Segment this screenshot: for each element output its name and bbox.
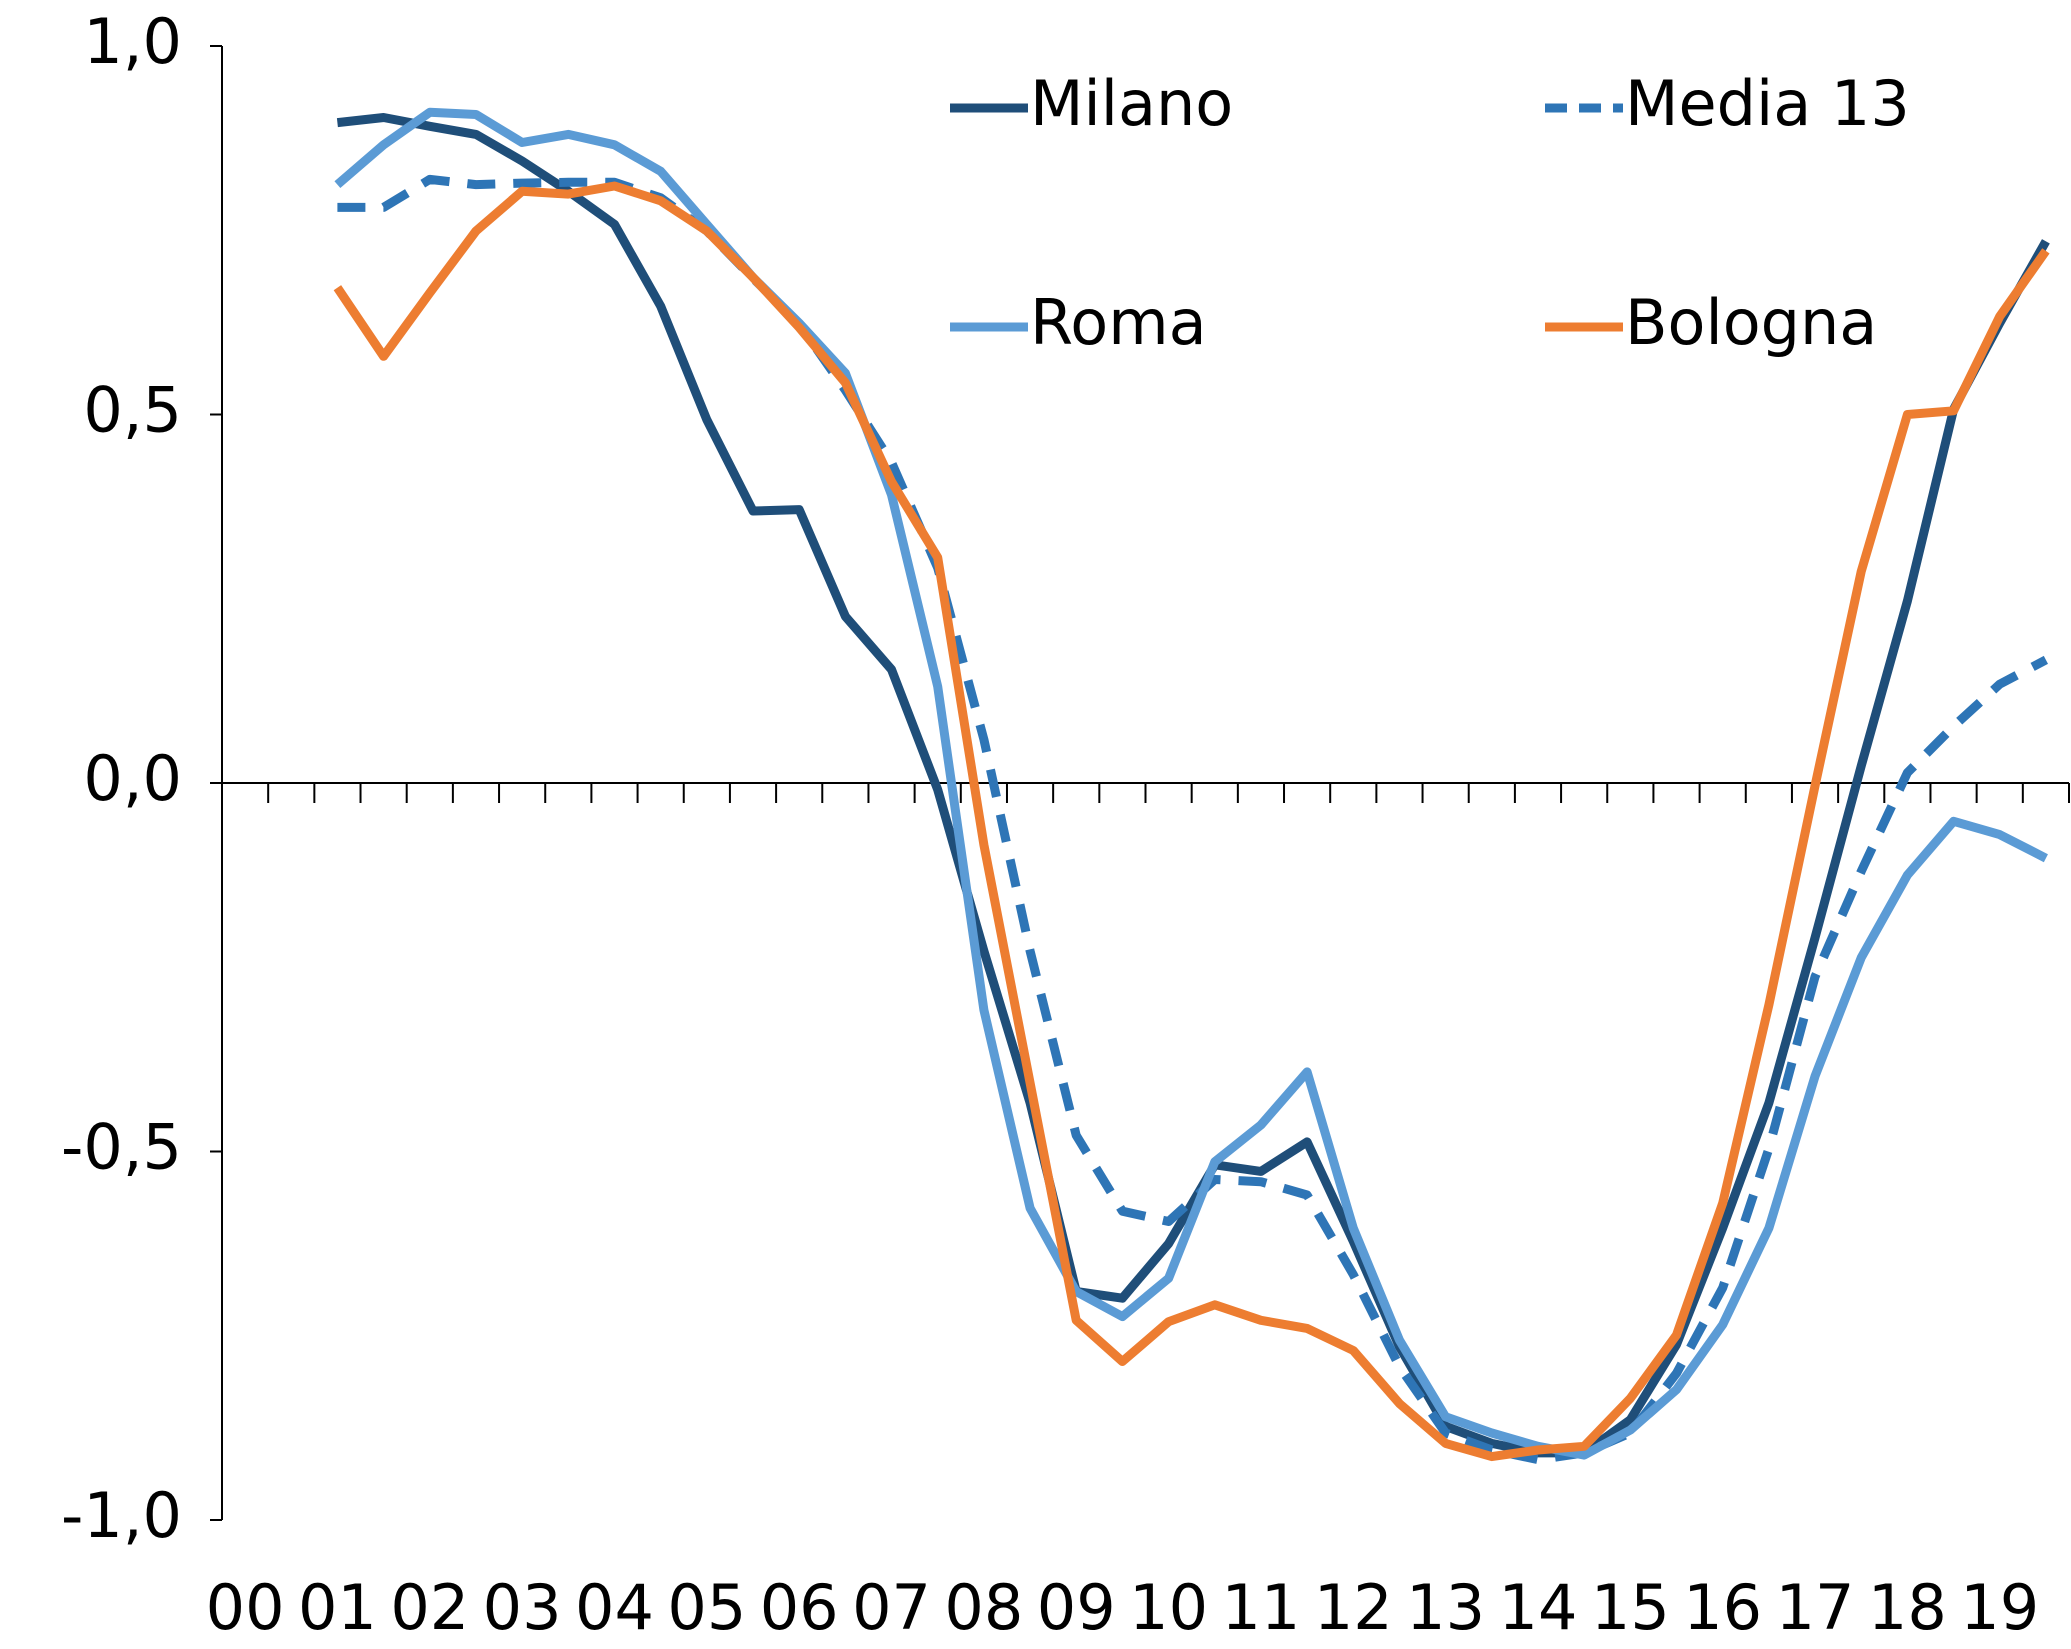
legend-label: Media 13 (1625, 67, 1910, 140)
y-tick-label: 1,0 (83, 5, 182, 78)
x-tick-label: 18 (1868, 1571, 1947, 1644)
x-tick-label: 14 (1499, 1571, 1578, 1644)
x-tick-label: 09 (1037, 1571, 1116, 1644)
series-line (337, 174, 2048, 1465)
x-tick-label: 08 (944, 1571, 1023, 1644)
x-tick-label: 05 (667, 1571, 746, 1644)
x-tick-label: 03 (483, 1571, 562, 1644)
x-tick-label: 11 (1221, 1571, 1300, 1644)
x-tick-label: 02 (390, 1571, 469, 1644)
x-tick-label: 19 (1960, 1571, 2039, 1644)
x-tick-label: 12 (1314, 1571, 1393, 1644)
x-tick-label: 00 (206, 1571, 285, 1644)
y-tick-label: 0,0 (83, 742, 182, 815)
x-tick-label: 07 (852, 1571, 931, 1644)
series-line (334, 107, 2048, 1460)
x-tick-label: 17 (1776, 1571, 1855, 1644)
legend-label: Bologna (1625, 286, 1877, 359)
x-tick-label: 13 (1406, 1571, 1485, 1644)
x-tick-label: 10 (1129, 1571, 1208, 1644)
legend-label: Milano (1030, 67, 1233, 140)
x-tick-label: 16 (1683, 1571, 1762, 1644)
x-tick-label: 15 (1591, 1571, 1670, 1644)
y-tick-label: -1,0 (61, 1479, 182, 1552)
series-line (336, 113, 2050, 1458)
y-tick-label: -0,5 (61, 1111, 182, 1184)
x-tick-label: 06 (760, 1571, 839, 1644)
x-tick-label: 04 (575, 1571, 654, 1644)
legend-label: Roma (1030, 286, 1207, 359)
y-tick-label: 0,5 (83, 374, 182, 447)
series-line (333, 181, 2050, 1462)
x-tick-label: 01 (298, 1571, 377, 1644)
